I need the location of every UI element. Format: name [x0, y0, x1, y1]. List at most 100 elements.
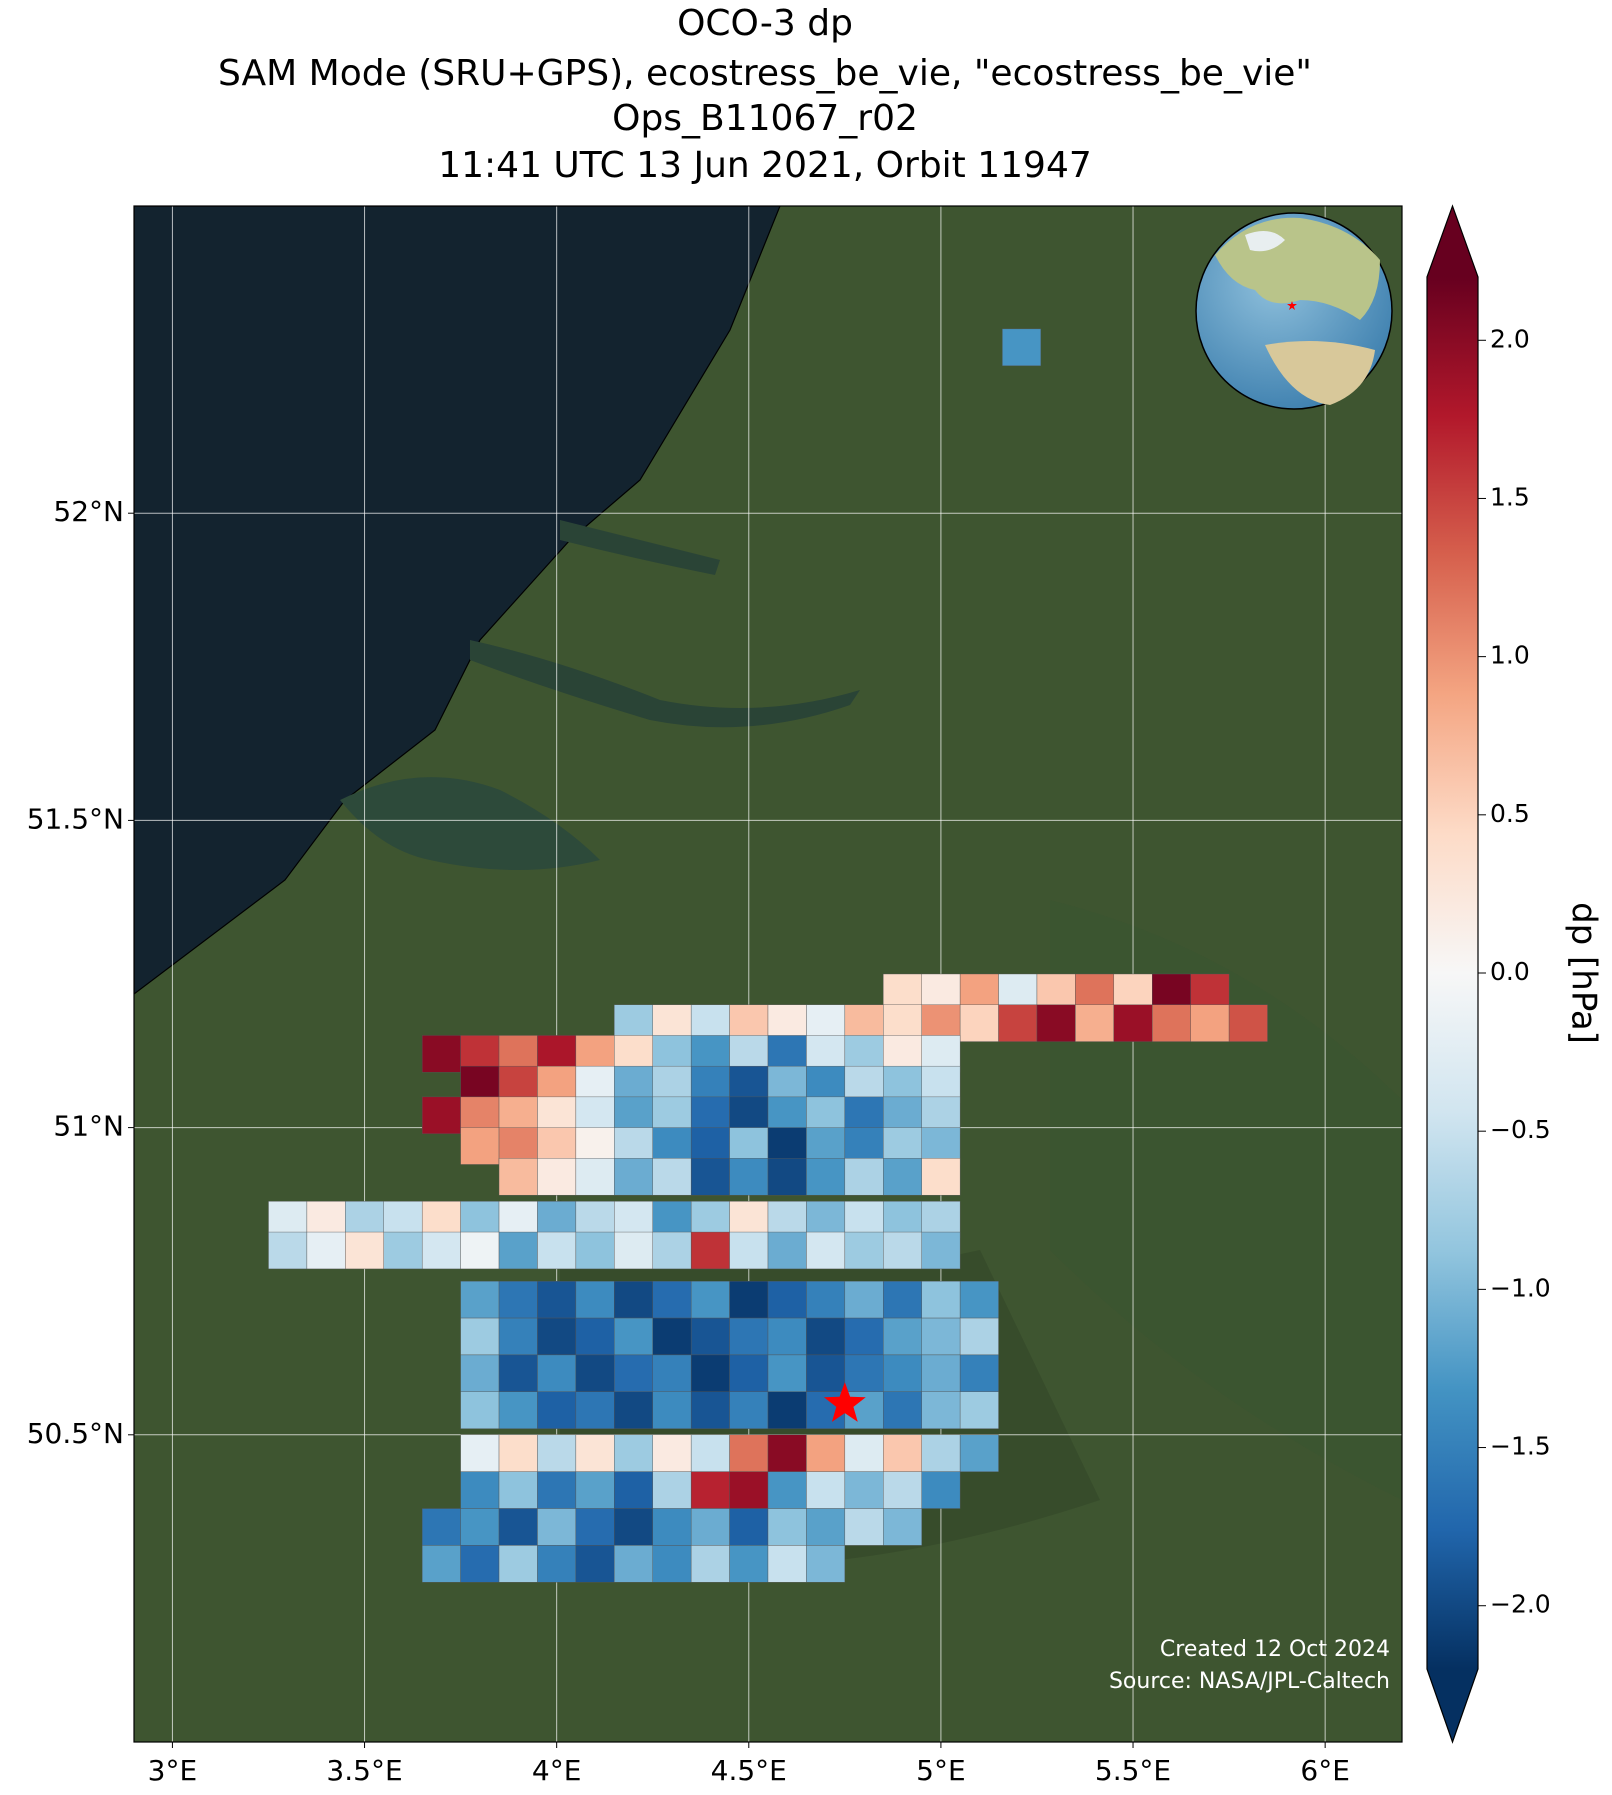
swath-cell [844, 1231, 884, 1270]
colorbar-label: dp [hPa] [1564, 902, 1604, 1044]
swath-cell [575, 1231, 615, 1270]
swath-cell [767, 1471, 807, 1509]
swath-cell [498, 1231, 538, 1270]
globe-star [1287, 301, 1297, 310]
swath-cell [844, 1280, 884, 1319]
swath-cell [806, 1545, 846, 1583]
swath-cell [575, 1508, 615, 1546]
swath-cell [614, 1471, 653, 1509]
swath-cell [921, 1231, 961, 1270]
swath-cell [614, 1158, 653, 1196]
colorbar-tick-label: −1.0 [1490, 1273, 1551, 1302]
swath-cell [1002, 328, 1042, 366]
colorbar-tick-label: −1.5 [1490, 1432, 1551, 1461]
y-tick-label: 52°N [53, 495, 124, 528]
swath-cell [614, 1508, 653, 1546]
swath-cell [844, 1471, 884, 1509]
swath-cell [883, 1231, 922, 1270]
swath-cell [1152, 1004, 1191, 1042]
y-tick-label: 50.5°N [27, 1417, 124, 1450]
x-tick-label: 3°E [148, 1754, 198, 1787]
swath-cell [614, 1317, 653, 1356]
globe-ice [1245, 231, 1285, 252]
title-line: Ops_B11067_r02 [612, 98, 918, 139]
swath-cell [575, 1545, 615, 1583]
swath-cell [498, 1434, 538, 1472]
swath-cell [652, 1158, 692, 1196]
swath-cell [537, 1434, 577, 1472]
swath-cell [921, 1158, 961, 1196]
swath-cell [844, 1158, 884, 1196]
swath-cell [345, 1231, 384, 1270]
swath-cell [844, 1317, 884, 1356]
swath-cell [921, 1280, 961, 1319]
swath-cell [652, 1280, 692, 1319]
swath-cell [498, 1158, 538, 1196]
swath-cell [844, 1508, 884, 1546]
swath-cell [883, 1508, 922, 1546]
swath-cell [729, 1391, 769, 1429]
swath-cell [690, 1158, 730, 1196]
estuary [470, 640, 860, 728]
swath-cell [690, 1391, 730, 1429]
title-line: 11:41 UTC 13 Jun 2021, Orbit 11947 [438, 145, 1092, 186]
swath-cell [1190, 1004, 1230, 1042]
swath-cell [575, 1434, 615, 1472]
swath-cell [1036, 1004, 1076, 1042]
swath-cell [729, 1471, 769, 1509]
forest [1050, 900, 1402, 1500]
swath-cell [537, 1508, 577, 1546]
swath-cell [883, 1354, 922, 1392]
river [560, 520, 720, 575]
swath-cell [959, 1434, 999, 1472]
swath-cells [268, 328, 1268, 1583]
swath-cell [729, 1545, 769, 1583]
swath-cell [883, 1158, 922, 1196]
swath-cell [690, 1434, 730, 1472]
x-tick-label: 4.5°E [711, 1754, 787, 1787]
swath-cell [652, 1508, 692, 1546]
colorbar-tick-label: −2.0 [1490, 1590, 1551, 1619]
swath-cell [729, 1508, 769, 1546]
swath-cell [537, 1471, 577, 1509]
swath-cell [498, 1280, 538, 1319]
swath-cell [883, 1391, 922, 1429]
swath-cell [421, 1231, 461, 1270]
swath-cell [537, 1391, 577, 1429]
colorbar-tick-label: 1.0 [1490, 641, 1530, 670]
swath-cell [806, 1158, 846, 1196]
swath-cell [614, 1280, 653, 1319]
swath-cell [652, 1231, 692, 1270]
swath-cell [537, 1317, 577, 1356]
swath-cell [844, 1354, 884, 1392]
x-tick-label: 3.5°E [326, 1754, 402, 1787]
x-tick-label: 4°E [532, 1754, 582, 1787]
colorbar-tick-label: 0.0 [1490, 957, 1530, 986]
title-line: SAM Mode (SRU+GPS), ecostress_be_vie, "e… [218, 53, 1312, 94]
sea [134, 206, 781, 995]
swath-cell [806, 1354, 846, 1392]
swath-cell [959, 1391, 999, 1429]
swath-cell [460, 1545, 500, 1583]
swath-cell [306, 1231, 346, 1270]
swath-cell [690, 1317, 730, 1356]
swath-cell [460, 1354, 500, 1392]
swath-cell [767, 1280, 807, 1319]
swath-cell [729, 1231, 769, 1270]
swath-cell [614, 1545, 653, 1583]
swath-cell [729, 1280, 769, 1319]
colorbar-tick-label: 1.5 [1490, 482, 1530, 511]
swath-cell [690, 1508, 730, 1546]
swath-cell [806, 1508, 846, 1546]
swath-cell [652, 1317, 692, 1356]
swath-cell [460, 1508, 500, 1546]
swath-cell [806, 1231, 846, 1270]
swath-cell [460, 1391, 500, 1429]
swath-cell [575, 1354, 615, 1392]
swath-cell [460, 1434, 500, 1472]
swath-cell [690, 1280, 730, 1319]
swath-cell [498, 1317, 538, 1356]
swath-cell [767, 1508, 807, 1546]
swath-cell [729, 1434, 769, 1472]
